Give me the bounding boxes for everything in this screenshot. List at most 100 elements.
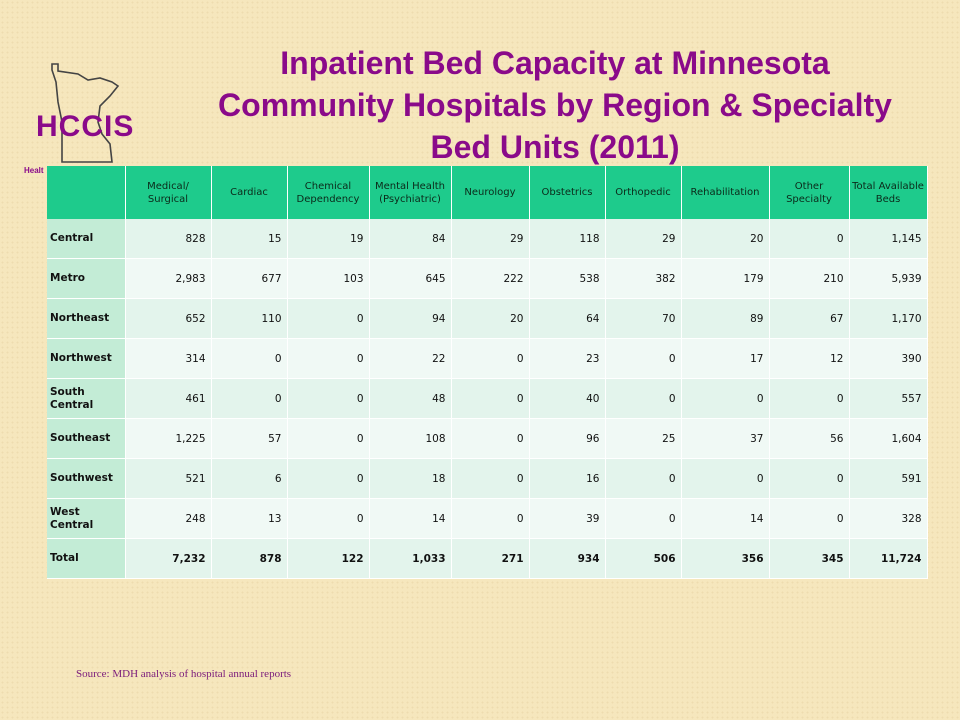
table-cell: 591	[849, 458, 928, 499]
column-header: Orthopedic	[605, 166, 682, 219]
table-cell: 17	[681, 338, 770, 379]
table-cell: 0	[287, 378, 370, 419]
table-cell: 56	[769, 418, 850, 459]
table-cell: 210	[769, 258, 850, 299]
table-cell: 18	[369, 458, 452, 499]
table-row: Northeast 652 110 0 94 20 64 70 89 67 1,170	[47, 298, 928, 339]
table-cell: 2,983	[125, 258, 212, 299]
table-cell: 39	[529, 498, 606, 539]
region-label: Northeast	[47, 298, 126, 339]
table-cell: 20	[451, 298, 530, 339]
table-cell: 108	[369, 418, 452, 459]
table-row: West Central 248 13 0 14 0 39 0 14 0 328	[47, 498, 928, 539]
table-header-row: Medical/ Surgical Cardiac Chemical Depende…	[47, 166, 928, 219]
table-cell: 328	[849, 498, 928, 539]
table-cell: 271	[451, 538, 530, 579]
table-cell: 0	[211, 338, 288, 379]
logo-text: HCCIS	[36, 110, 135, 143]
table-cell: 0	[287, 298, 370, 339]
table-cell: 0	[287, 338, 370, 379]
region-label: South Central	[47, 378, 126, 419]
table-cell: 878	[211, 538, 288, 579]
table-cell: 0	[451, 338, 530, 379]
column-header: Cardiac	[211, 166, 288, 219]
table-cell: 70	[605, 298, 682, 339]
table-cell: 67	[769, 298, 850, 339]
table-cell: 48	[369, 378, 452, 419]
table-cell: 11,724	[849, 538, 928, 579]
table-cell: 0	[287, 458, 370, 499]
table-cell: 0	[769, 378, 850, 419]
table-cell: 0	[451, 458, 530, 499]
table-cell: 828	[125, 219, 212, 259]
table-cell: 645	[369, 258, 452, 299]
column-header: Chemical Dependency	[287, 166, 370, 219]
table-cell: 29	[451, 219, 530, 259]
table-cell: 19	[287, 219, 370, 259]
region-label: West Central	[47, 498, 126, 539]
table-cell: 118	[529, 219, 606, 259]
table-cell: 1,145	[849, 219, 928, 259]
table-cell: 40	[529, 378, 606, 419]
table-row: Northwest 314 0 0 22 0 23 0 17 12 390	[47, 338, 928, 379]
table-cell: 0	[451, 378, 530, 419]
table-cell: 677	[211, 258, 288, 299]
region-label: Southwest	[47, 458, 126, 499]
table-cell: 0	[451, 498, 530, 539]
minnesota-map-icon	[51, 63, 120, 163]
table-cell: 314	[125, 338, 212, 379]
table-cell: 37	[681, 418, 770, 459]
region-label: Total	[47, 538, 126, 579]
table-cell: 96	[529, 418, 606, 459]
table-cell: 25	[605, 418, 682, 459]
region-label: Metro	[47, 258, 126, 299]
table-cell: 94	[369, 298, 452, 339]
column-header: Obstetrics	[529, 166, 606, 219]
table-cell: 557	[849, 378, 928, 419]
column-header: Neurology	[451, 166, 530, 219]
table-cell: 64	[529, 298, 606, 339]
table-cell: 0	[451, 418, 530, 459]
table-cell: 1,225	[125, 418, 212, 459]
table-cell: 103	[287, 258, 370, 299]
table-cell: 6	[211, 458, 288, 499]
table-cell: 538	[529, 258, 606, 299]
table-cell: 1,604	[849, 418, 928, 459]
table-cell: 23	[529, 338, 606, 379]
table-cell: 0	[769, 458, 850, 499]
table-cell: 652	[125, 298, 212, 339]
column-header: Other Specialty	[769, 166, 850, 219]
table-cell: 0	[681, 458, 770, 499]
region-label: Southeast	[47, 418, 126, 459]
table-cell: 16	[529, 458, 606, 499]
table-cell: 110	[211, 298, 288, 339]
table-cell: 0	[605, 338, 682, 379]
column-header: Medical/ Surgical	[125, 166, 212, 219]
table-cell: 89	[681, 298, 770, 339]
table-cell: 506	[605, 538, 682, 579]
table-cell: 356	[681, 538, 770, 579]
table-cell: 1,033	[369, 538, 452, 579]
table-cell: 222	[451, 258, 530, 299]
header-corner	[47, 166, 126, 219]
table-cell: 0	[769, 219, 850, 259]
table-cell: 0	[681, 378, 770, 419]
table-row: Central 828 15 19 84 29 118 29 20 0 1,145	[47, 219, 928, 259]
table-row: Southwest 521 6 0 18 0 16 0 0 0 591	[47, 458, 928, 499]
column-header: Total Available Beds	[849, 166, 928, 219]
table-cell: 57	[211, 418, 288, 459]
table-cell: 84	[369, 219, 452, 259]
table-cell: 22	[369, 338, 452, 379]
table-cell: 382	[605, 258, 682, 299]
logo-subtext: Healt	[24, 166, 44, 175]
region-label: Northwest	[47, 338, 126, 379]
table-cell: 0	[211, 378, 288, 419]
table-cell: 934	[529, 538, 606, 579]
total-row: Total 7,232 878 122 1,033 271 934 506 356 345 11,7…	[47, 538, 928, 579]
table-cell: 1,170	[849, 298, 928, 339]
table-cell: 248	[125, 498, 212, 539]
table-cell: 122	[287, 538, 370, 579]
table-cell: 14	[681, 498, 770, 539]
table-cell: 12	[769, 338, 850, 379]
table-cell: 7,232	[125, 538, 212, 579]
